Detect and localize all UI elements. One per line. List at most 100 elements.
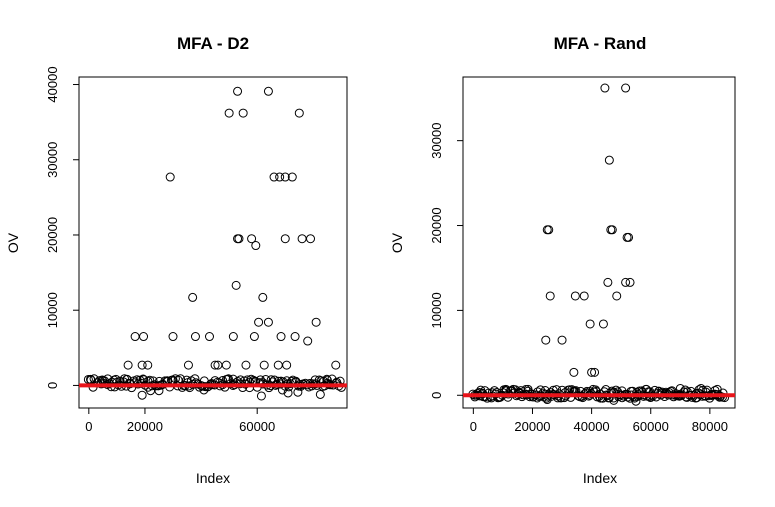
data-point — [137, 390, 147, 400]
data-point — [258, 292, 268, 302]
data-point — [190, 374, 200, 384]
plot-frame — [462, 76, 736, 409]
data-point — [254, 317, 264, 327]
data-point — [269, 172, 279, 182]
plot-frame — [78, 76, 348, 409]
data-point — [590, 367, 600, 377]
y-tick-label: 10000 — [429, 292, 444, 328]
data-point — [585, 319, 595, 329]
data-point — [287, 172, 297, 182]
data-point — [600, 83, 610, 93]
data-point — [603, 277, 613, 287]
x-tick-label: 60000 — [239, 419, 275, 434]
x-tick-label: 60000 — [633, 419, 669, 434]
data-point — [276, 332, 286, 342]
data-point — [282, 360, 292, 370]
data-point — [280, 172, 290, 182]
y-tick-label: 20000 — [429, 207, 444, 243]
data-point — [625, 277, 635, 287]
data-point — [123, 360, 133, 370]
axis-ticks: 0 20000 60000 0 10000 20000 30000 40000 — [45, 66, 275, 434]
data-point — [569, 367, 579, 377]
panel-mfa-d2: MFA - D2 Index OV 0 20000 60000 0 10000 20000… — [5, 34, 348, 486]
data-point — [183, 360, 193, 370]
data-point — [228, 332, 238, 342]
data-point — [241, 360, 251, 370]
x-tick-label: 20000 — [514, 419, 550, 434]
data-point — [190, 332, 200, 342]
data-point — [224, 108, 234, 118]
y-tick-label: 30000 — [45, 142, 60, 178]
data-point — [294, 108, 304, 118]
data-point — [293, 387, 303, 397]
data-points — [83, 86, 346, 401]
data-point — [165, 172, 175, 182]
y-tick-label: 0 — [45, 382, 60, 389]
data-point — [139, 332, 149, 342]
y-axis-label: OV — [389, 232, 405, 253]
data-point — [544, 225, 554, 235]
data-point — [545, 291, 555, 301]
x-tick-label: 0 — [85, 419, 92, 434]
data-point — [280, 234, 290, 244]
y-tick-label: 10000 — [45, 292, 60, 328]
data-point — [238, 108, 248, 118]
y-tick-label: 20000 — [45, 217, 60, 253]
data-point — [221, 360, 231, 370]
data-point — [263, 86, 273, 96]
data-point — [675, 383, 685, 393]
x-axis-label: Index — [583, 470, 617, 486]
data-point — [259, 360, 269, 370]
data-point — [607, 225, 617, 235]
data-point — [331, 360, 341, 370]
axis-ticks: 0 20000 40000 60000 80000 0 10000 20000 30000 — [429, 123, 728, 434]
data-point — [541, 335, 551, 345]
data-point — [290, 332, 300, 342]
panel-mfa-rand: MFA - Rand Index OV 0 20000 40000 60000 8000… — [389, 34, 736, 486]
data-point — [168, 332, 178, 342]
x-axis-label: Index — [196, 470, 230, 486]
y-axis-label: OV — [5, 232, 21, 253]
x-tick-label: 40000 — [574, 419, 610, 434]
data-point — [249, 332, 259, 342]
data-point — [231, 280, 241, 290]
x-tick-label: 20000 — [127, 419, 163, 434]
data-point — [223, 374, 233, 384]
data-point — [579, 291, 589, 301]
data-point — [303, 336, 313, 346]
data-point — [210, 360, 220, 370]
y-tick-label: 40000 — [45, 66, 60, 102]
y-tick-label: 0 — [429, 392, 444, 399]
data-point — [223, 374, 233, 384]
data-point — [621, 277, 631, 287]
data-point — [570, 291, 580, 301]
data-point — [204, 332, 214, 342]
data-point — [138, 374, 148, 384]
data-point — [234, 234, 244, 244]
data-point — [612, 291, 622, 301]
data-point — [311, 317, 321, 327]
data-point — [188, 292, 198, 302]
data-point — [621, 83, 631, 93]
data-point — [275, 172, 285, 182]
chart-title: MFA - D2 — [177, 34, 249, 53]
data-point — [137, 360, 147, 370]
x-tick-label: 80000 — [692, 419, 728, 434]
data-points — [468, 83, 730, 406]
x-tick-label: 0 — [470, 419, 477, 434]
chart-title: MFA - Rand — [554, 34, 647, 53]
data-point — [273, 360, 283, 370]
y-tick-label: 30000 — [429, 123, 444, 159]
data-point — [604, 155, 614, 165]
data-point — [696, 383, 706, 393]
data-point — [143, 360, 153, 370]
data-point — [587, 367, 597, 377]
data-point — [130, 332, 140, 342]
data-point — [122, 374, 132, 384]
data-point — [233, 86, 243, 96]
data-point — [624, 232, 634, 242]
data-point — [306, 234, 316, 244]
data-point — [263, 317, 273, 327]
data-point — [256, 391, 266, 401]
